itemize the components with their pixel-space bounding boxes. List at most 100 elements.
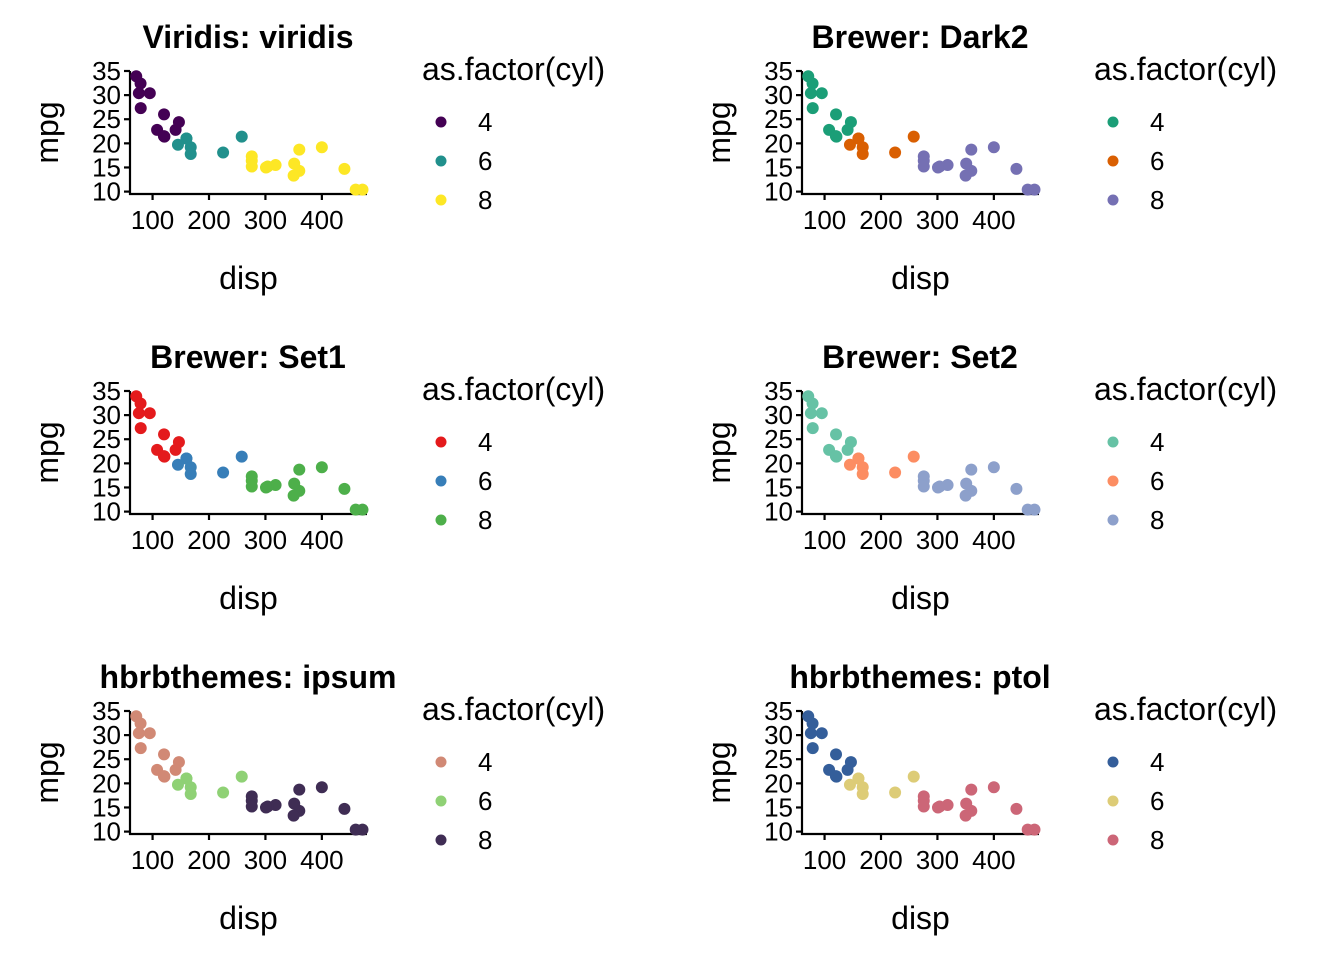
y-tick-label: 30 — [764, 400, 793, 430]
legend-title: as.factor(cyl) — [1094, 691, 1277, 727]
y-tick-label: 15 — [764, 152, 793, 182]
data-point — [830, 770, 843, 783]
data-point — [287, 489, 300, 502]
data-point — [132, 407, 145, 420]
x-tick-label: 400 — [300, 525, 343, 555]
x-tick-label: 200 — [187, 845, 230, 875]
x-tick-label: 100 — [131, 205, 174, 235]
data-point — [959, 169, 972, 182]
legend-title: as.factor(cyl) — [422, 371, 605, 407]
data-point — [960, 477, 973, 490]
y-tick-label: 15 — [92, 472, 121, 502]
x-tick-label: 300 — [244, 205, 287, 235]
data-point — [960, 157, 973, 170]
y-tick-label: 25 — [92, 744, 121, 774]
y-tick-label: 20 — [764, 448, 793, 478]
data-point — [830, 748, 843, 761]
x-axis-title: disp — [891, 900, 950, 936]
legend-key — [435, 795, 447, 807]
x-tick-label: 100 — [803, 845, 846, 875]
data-point — [134, 742, 147, 755]
data-point — [287, 809, 300, 822]
data-point — [815, 407, 828, 420]
data-point — [960, 797, 973, 810]
data-point — [889, 786, 902, 799]
y-tick-label: 30 — [764, 80, 793, 110]
data-point — [856, 147, 869, 160]
y-tick-label: 30 — [92, 400, 121, 430]
data-point — [917, 160, 930, 173]
data-point — [806, 102, 819, 115]
data-point — [158, 130, 171, 143]
x-tick-label: 200 — [859, 525, 902, 555]
data-point — [917, 480, 930, 493]
data-point — [987, 461, 1000, 474]
legend-label: 6 — [478, 146, 492, 176]
data-point — [130, 710, 143, 723]
data-point — [143, 87, 156, 100]
data-point — [806, 742, 819, 755]
y-axis-title: mpg — [701, 101, 737, 163]
data-point — [245, 800, 258, 813]
data-point — [288, 157, 301, 170]
x-tick-label: 400 — [972, 845, 1015, 875]
legend-label: 8 — [478, 185, 492, 215]
data-point — [171, 778, 184, 791]
data-point — [349, 503, 362, 516]
data-point — [293, 463, 306, 476]
data-point — [802, 710, 815, 723]
x-tick-label: 100 — [803, 525, 846, 555]
x-tick-label: 400 — [300, 205, 343, 235]
data-point — [804, 87, 817, 100]
data-point — [184, 467, 197, 480]
data-point — [830, 108, 843, 121]
x-axis-title: disp — [219, 900, 278, 936]
legend-title: as.factor(cyl) — [422, 51, 605, 87]
data-point — [134, 422, 147, 435]
data-point — [134, 102, 147, 115]
data-point — [815, 727, 828, 740]
legend-key — [435, 155, 447, 167]
x-axis-title: disp — [891, 580, 950, 616]
y-axis-title: mpg — [29, 421, 65, 483]
data-point — [143, 727, 156, 740]
y-tick-label: 20 — [92, 448, 121, 478]
y-tick-label: 10 — [92, 817, 121, 847]
y-tick-label: 10 — [764, 497, 793, 527]
data-point — [169, 123, 182, 136]
legend-key — [435, 514, 447, 526]
data-point — [917, 150, 930, 163]
y-tick-label: 25 — [764, 424, 793, 454]
data-point — [841, 443, 854, 456]
data-point — [130, 70, 143, 83]
data-point — [217, 786, 230, 799]
legend-label: 4 — [478, 427, 492, 457]
legend-label: 4 — [1150, 427, 1164, 457]
legend-title: as.factor(cyl) — [1094, 371, 1277, 407]
data-point — [1010, 482, 1023, 495]
data-point — [349, 183, 362, 196]
data-point — [217, 146, 230, 159]
y-tick-label: 25 — [764, 104, 793, 134]
data-point — [843, 138, 856, 151]
data-point — [259, 801, 272, 814]
data-point — [815, 87, 828, 100]
legend-key — [1107, 155, 1119, 167]
legend-label: 6 — [478, 786, 492, 816]
y-axis-title: mpg — [701, 421, 737, 483]
y-axis-title: mpg — [29, 101, 65, 163]
legend-title: as.factor(cyl) — [422, 691, 605, 727]
legend-key — [435, 116, 447, 128]
y-axis-title: mpg — [29, 741, 65, 803]
y-tick-label: 15 — [92, 792, 121, 822]
y-tick-label: 35 — [92, 56, 121, 86]
y-tick-label: 10 — [764, 817, 793, 847]
y-tick-label: 20 — [92, 768, 121, 798]
x-tick-label: 300 — [916, 205, 959, 235]
data-point — [965, 783, 978, 796]
data-point — [132, 87, 145, 100]
legend-key — [435, 194, 447, 206]
